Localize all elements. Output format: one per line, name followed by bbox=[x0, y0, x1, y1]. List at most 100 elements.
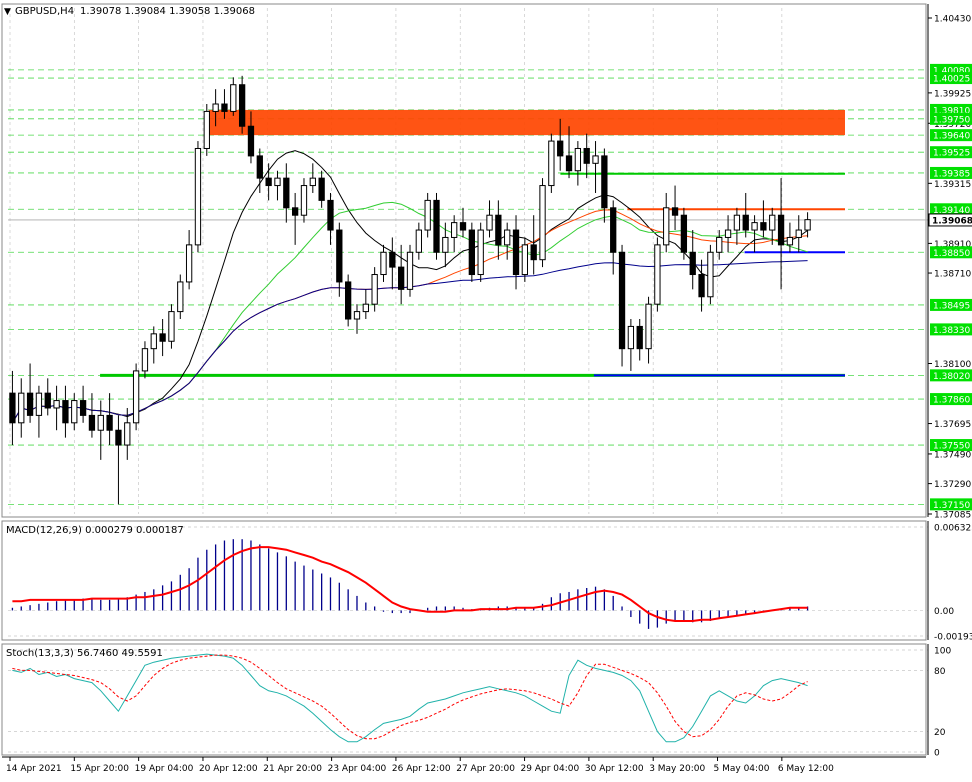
candle bbox=[627, 319, 635, 371]
candle-body bbox=[194, 147, 202, 246]
candle-body bbox=[371, 274, 378, 305]
time-tick-label: 26 Apr 12:00 bbox=[392, 764, 451, 774]
macd-pane-frame bbox=[1, 520, 927, 641]
candle bbox=[451, 215, 458, 253]
candle bbox=[689, 230, 696, 290]
candle-body bbox=[716, 236, 723, 253]
level-badge-label: 1.38020 bbox=[933, 372, 970, 382]
candle bbox=[636, 319, 643, 361]
candle-body bbox=[574, 147, 582, 172]
candle-body bbox=[433, 199, 440, 253]
price-tick-label: 1.39925 bbox=[934, 89, 971, 99]
candle-body bbox=[698, 274, 705, 298]
candle-body bbox=[141, 348, 149, 372]
level-badge bbox=[930, 369, 972, 382]
time-tick-label: 30 Apr 12:00 bbox=[585, 764, 644, 774]
candle-body bbox=[62, 400, 69, 424]
candle-body bbox=[451, 222, 458, 238]
candle-body bbox=[159, 333, 166, 342]
candle-body bbox=[44, 392, 51, 409]
candle bbox=[433, 192, 440, 260]
candle bbox=[406, 244, 414, 297]
candle bbox=[9, 370, 16, 446]
candle-body bbox=[345, 281, 352, 320]
stoch-pane-frame bbox=[1, 643, 927, 756]
candle-body bbox=[336, 229, 343, 283]
candle bbox=[583, 133, 590, 179]
macd-tick-label: -0.001938 bbox=[934, 633, 972, 643]
resistance-zone-rect bbox=[208, 109, 845, 136]
candle bbox=[698, 259, 705, 312]
candle bbox=[733, 207, 741, 245]
candle bbox=[26, 363, 34, 423]
level-badge-label: 1.39750 bbox=[933, 115, 970, 125]
price-pane[interactable]: 1.404301.399251.397201.393151.389101.387… bbox=[1, 3, 972, 521]
level-badge-label: 1.39385 bbox=[933, 169, 970, 179]
stoch-signal-line bbox=[12, 654, 808, 740]
symbol-dropdown-icon[interactable]: ▼ bbox=[4, 7, 11, 17]
candle-body bbox=[265, 177, 272, 187]
level-badge-label: 1.37860 bbox=[933, 396, 970, 406]
candle-body bbox=[168, 311, 175, 342]
candle-body bbox=[663, 207, 670, 246]
macd-signal-path bbox=[12, 546, 808, 622]
macd-y-axis: 0.006323 0.00 -0.001938 bbox=[927, 521, 972, 643]
candle bbox=[530, 215, 537, 275]
stoch-tick-label: 20 bbox=[934, 728, 946, 738]
stoch-pane[interactable]: 100 80 20 0 bbox=[1, 643, 951, 759]
candle bbox=[777, 178, 785, 290]
candle-body bbox=[53, 400, 60, 409]
macd-signal-line bbox=[12, 546, 808, 622]
level-badge-label: 1.38495 bbox=[933, 301, 970, 311]
candle bbox=[274, 170, 281, 201]
macd-pane[interactable]: 0.006323 0.00 -0.001938 bbox=[1, 520, 972, 643]
macd-title: MACD(12,26,9) 0.000279 0.000187 bbox=[6, 525, 184, 536]
time-tick-label: 5 May 04:00 bbox=[714, 764, 770, 774]
candle bbox=[654, 237, 661, 312]
time-tick-label: 27 Apr 20:00 bbox=[456, 764, 515, 774]
candle-body bbox=[309, 177, 316, 187]
candle bbox=[742, 192, 749, 238]
candle-body bbox=[424, 199, 431, 231]
candle-body bbox=[777, 214, 785, 246]
stoch-y-axis: 100 80 20 0 bbox=[927, 644, 951, 759]
stoch-tick-label: 0 bbox=[934, 749, 940, 759]
price-tick-label: 1.38100 bbox=[934, 360, 971, 370]
candle-body bbox=[468, 229, 475, 276]
level-badge-label: 1.38330 bbox=[933, 326, 970, 336]
candle bbox=[177, 274, 184, 320]
level-badge bbox=[930, 498, 972, 511]
candle bbox=[548, 133, 555, 193]
candle bbox=[345, 274, 352, 327]
candle-body bbox=[291, 207, 299, 216]
level-badge bbox=[930, 129, 972, 142]
candle bbox=[459, 207, 467, 238]
candle bbox=[283, 163, 290, 223]
price-pane-frame bbox=[1, 3, 927, 518]
candle-body bbox=[548, 140, 555, 187]
candle bbox=[318, 170, 325, 208]
candle-body bbox=[680, 214, 688, 253]
candle bbox=[760, 200, 767, 238]
candle-body bbox=[389, 251, 396, 268]
candle bbox=[309, 163, 316, 193]
candle-body bbox=[645, 303, 652, 350]
candle-body bbox=[71, 400, 78, 424]
candle bbox=[415, 222, 422, 260]
candle-body bbox=[769, 214, 776, 231]
candle-body bbox=[530, 244, 537, 261]
candle bbox=[221, 89, 228, 119]
time-tick-label: 20 Apr 12:00 bbox=[199, 764, 258, 774]
candle-body bbox=[689, 251, 696, 276]
level-badge-label: 1.40025 bbox=[933, 75, 970, 85]
candle-body bbox=[26, 392, 34, 416]
level-badge bbox=[930, 112, 972, 125]
candle-body bbox=[150, 333, 157, 350]
candle-body bbox=[35, 392, 43, 416]
candle bbox=[327, 192, 334, 245]
candle-body bbox=[618, 251, 626, 350]
candle-body bbox=[88, 414, 96, 431]
level-badge-label: 1.39140 bbox=[933, 206, 970, 216]
